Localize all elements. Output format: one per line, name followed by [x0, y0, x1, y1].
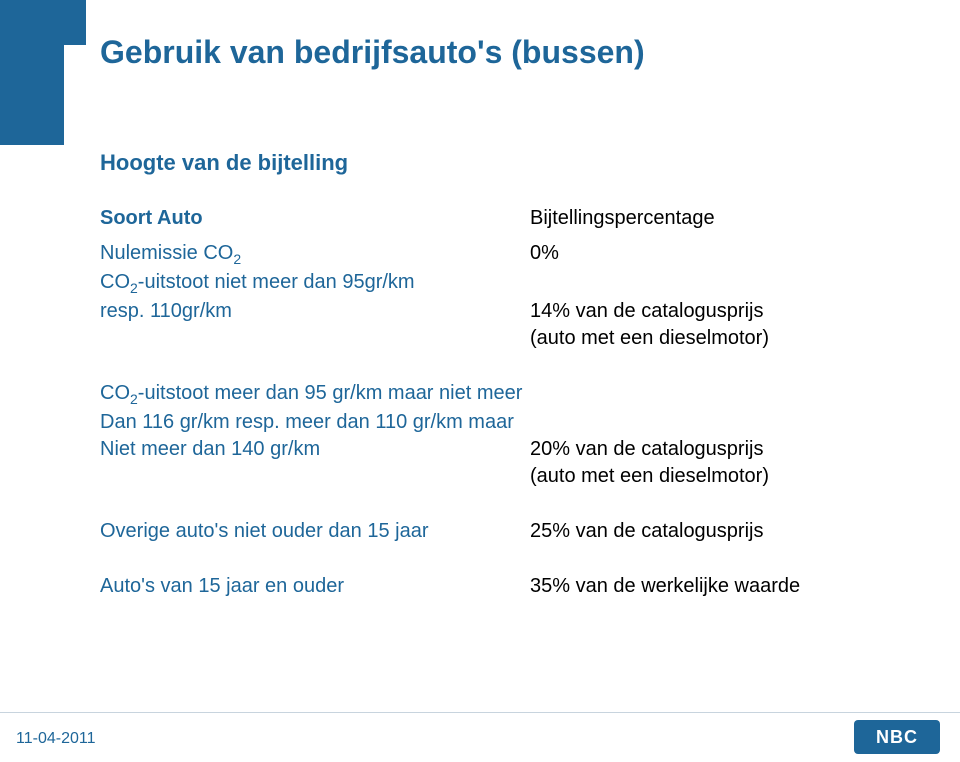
table-row: Niet meer dan 140 gr/km 20% van de catal… [100, 436, 900, 490]
footer-date: 11-04-2011 [16, 730, 95, 748]
table-row: Nulemissie CO2 0% [100, 240, 900, 269]
logo-text: NBC [876, 727, 918, 748]
text: Nulemissie CO [100, 242, 233, 264]
cell-left: CO2-uitstoot niet meer dan 95gr/km [100, 269, 530, 298]
cell-right: 20% van de catalogusprijs (auto met een … [530, 436, 900, 490]
cell-left: CO2-uitstoot meer dan 95 gr/km maar niet… [100, 380, 530, 409]
cell-left: Overige auto's niet ouder dan 15 jaar [100, 518, 530, 545]
content-area: Soort Auto Bijtellingspercentage Nulemis… [100, 205, 900, 628]
text: -uitstoot meer dan 95 gr/km maar niet me… [138, 382, 523, 404]
logo: NBC [854, 720, 940, 754]
cell-left: Auto's van 15 jaar en ouder [100, 573, 530, 600]
text: CO [100, 271, 130, 293]
accent-bar-small [64, 0, 86, 45]
text: CO [100, 382, 130, 404]
subscript: 2 [233, 251, 241, 267]
text: 14% van de catalogusprijs [530, 298, 900, 325]
accent-bar-large [0, 0, 64, 145]
slide-title: Gebruik van bedrijfsauto's (bussen) [100, 34, 645, 71]
table-row: CO2-uitstoot meer dan 95 gr/km maar niet… [100, 380, 900, 409]
table-row: resp. 110gr/km 14% van de catalogusprijs… [100, 298, 900, 352]
cell-left: resp. 110gr/km [100, 298, 530, 352]
footer: 11-04-2011 NBC [0, 712, 960, 762]
cell-right: 25% van de catalogusprijs [530, 518, 900, 545]
table-row: CO2-uitstoot niet meer dan 95gr/km [100, 269, 900, 298]
footer-divider [0, 712, 960, 713]
table-row: Dan 116 gr/km resp. meer dan 110 gr/km m… [100, 409, 900, 436]
subscript: 2 [130, 280, 138, 296]
text: 20% van de catalogusprijs [530, 436, 900, 463]
table-row: Overige auto's niet ouder dan 15 jaar 25… [100, 518, 900, 545]
slide-subtitle: Hoogte van de bijtelling [100, 150, 348, 176]
header-right: Bijtellingspercentage [530, 205, 900, 232]
text: (auto met een dieselmotor) [530, 463, 900, 490]
cell-left: Dan 116 gr/km resp. meer dan 110 gr/km m… [100, 409, 530, 436]
header-left: Soort Auto [100, 205, 530, 232]
cell-right [530, 269, 900, 298]
text: (auto met een dieselmotor) [530, 325, 900, 352]
cell-right: 0% [530, 240, 900, 269]
subscript: 2 [130, 391, 138, 407]
cell-right [530, 409, 900, 436]
cell-left: Nulemissie CO2 [100, 240, 530, 269]
cell-right: 35% van de werkelijke waarde [530, 573, 900, 600]
cell-right: 14% van de catalogusprijs (auto met een … [530, 298, 900, 352]
cell-right [530, 380, 900, 409]
text: -uitstoot niet meer dan 95gr/km [138, 271, 415, 293]
cell-left: Niet meer dan 140 gr/km [100, 436, 530, 490]
table-header-row: Soort Auto Bijtellingspercentage [100, 205, 900, 232]
table-row: Auto's van 15 jaar en ouder 35% van de w… [100, 573, 900, 600]
